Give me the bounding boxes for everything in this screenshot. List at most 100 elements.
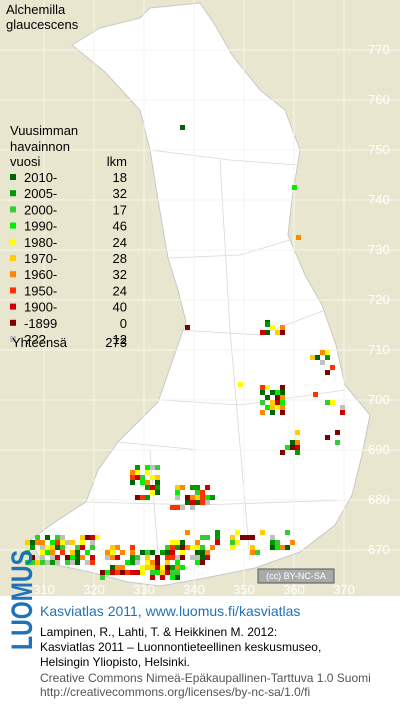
record-dot [145,555,150,560]
record-dot [145,465,150,470]
record-dot [30,540,35,545]
record-dot [320,350,325,355]
record-dot [75,560,80,565]
record-dot [110,570,115,575]
species-name: glaucescens [6,17,79,32]
easting-label: 360 [283,582,305,597]
record-dot [270,535,275,540]
record-dot [45,560,50,565]
legend-swatch [10,336,16,342]
record-dot [145,560,150,565]
record-dot [200,550,205,555]
northing-label: 690 [368,442,390,457]
record-dot [265,330,270,335]
record-dot [340,410,345,415]
record-dot [40,560,45,565]
record-dot [130,480,135,485]
record-dot [140,475,145,480]
record-dot [280,405,285,410]
record-dot [155,480,160,485]
record-dot [150,490,155,495]
record-dot [325,400,330,405]
record-dot [55,555,60,560]
record-dot [200,500,205,505]
record-dots [25,125,345,580]
record-dot [238,382,243,387]
legend-heading: Vuusimman [10,123,78,138]
grid-lines [0,0,400,596]
record-dot [80,545,85,550]
record-dot [190,500,195,505]
record-dot [285,530,290,535]
record-dot [190,495,195,500]
legend-label: -1899 [24,316,57,331]
species-name: Alchemilla [6,2,66,17]
record-dot [296,235,301,240]
record-dot [280,410,285,415]
record-dot [295,430,300,435]
record-dot [145,485,150,490]
legend-heading: havainnon [10,139,70,154]
record-dot [290,540,295,545]
record-dot [185,500,190,505]
record-dot [270,400,275,405]
record-dot [330,365,335,370]
record-dot [115,570,120,575]
northing-label: 680 [368,492,390,507]
record-dot [195,500,200,505]
record-dot [230,545,235,550]
record-dot [165,565,170,570]
atlas-link[interactable]: Kasviatlas 2011, www.luomus.fi/kasviatla… [40,603,300,619]
record-dot [195,490,200,495]
record-dot [265,395,270,400]
record-dot [140,480,145,485]
northing-label: 760 [368,92,390,107]
record-dot [45,545,50,550]
legend-swatch [10,238,16,245]
record-dot [230,535,235,540]
record-dot [185,530,190,535]
record-dot [265,322,270,327]
record-dot [170,550,175,555]
northing-label: 720 [368,292,390,307]
record-dot [105,550,110,555]
record-dot [175,540,180,545]
record-dot [235,530,240,535]
record-dot [215,535,220,540]
legend-label: 2010- [24,170,57,185]
license-badge: (cc) BY-NC-SA [257,568,335,584]
record-dot [70,560,75,565]
legend-count: 28 [113,251,127,266]
record-dot [275,400,280,405]
record-dot [205,550,210,555]
record-dot [185,545,190,550]
record-dot [85,550,90,555]
record-dot [340,405,345,410]
record-dot [150,465,155,470]
record-dot [325,355,330,360]
record-dot [60,535,65,540]
record-dot [135,555,140,560]
record-dot [255,550,260,555]
record-dot [180,565,185,570]
record-dot [315,355,320,360]
record-dot [290,445,295,450]
record-dot [295,450,300,455]
record-dot [275,395,280,400]
record-dot [230,540,235,545]
record-dot [150,485,155,490]
record-dot [265,405,270,410]
record-dot [170,570,175,575]
record-dot [90,535,95,540]
record-dot [335,440,340,445]
record-dot [50,555,55,560]
record-dot [165,560,170,565]
legend-count: 0 [120,316,127,331]
record-dot [70,540,75,545]
record-dot [205,495,210,500]
record-dot [325,350,330,355]
record-dot [110,545,115,550]
record-dot [150,560,155,565]
